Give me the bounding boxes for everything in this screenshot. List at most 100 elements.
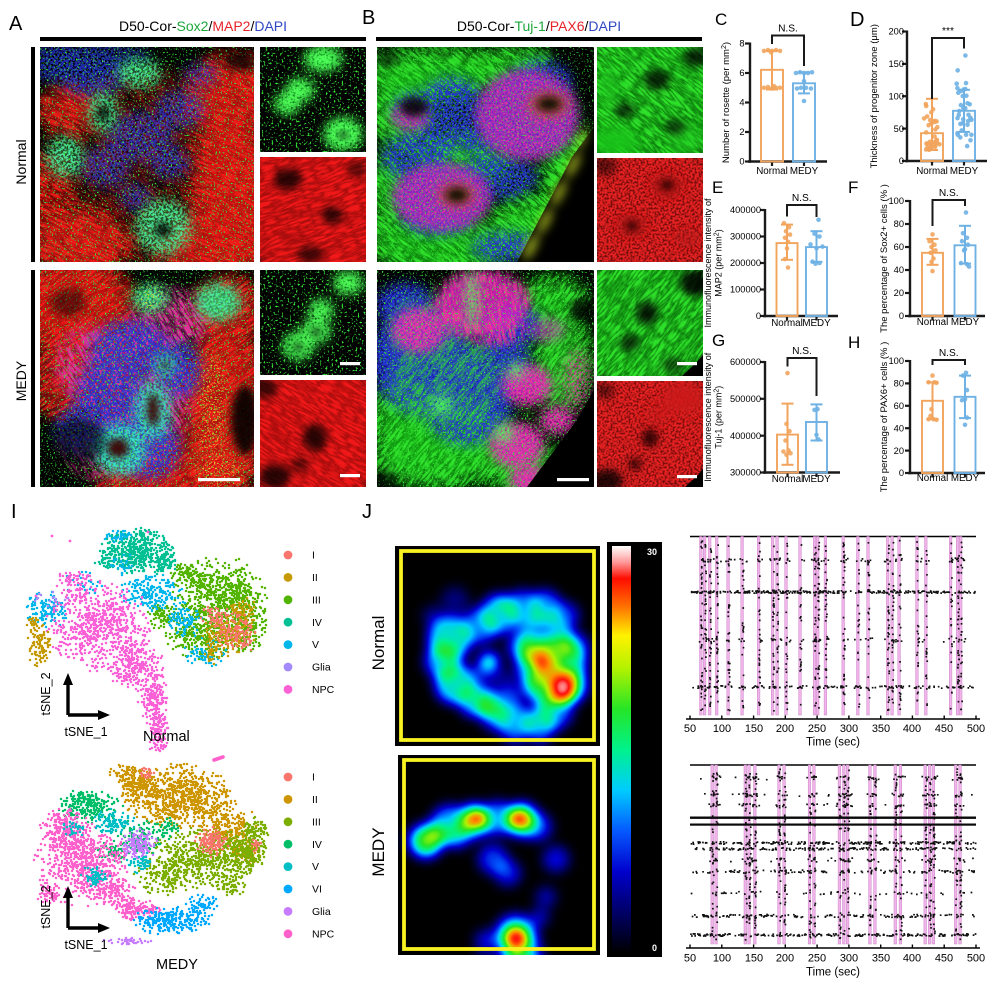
svg-text:MEDY: MEDY: [950, 166, 979, 177]
svg-text:MEDY: MEDY: [790, 166, 819, 177]
svg-text:0: 0: [899, 311, 904, 321]
svg-text:Thickness of progenitor zone (: Thickness of progenitor zone (μm): [869, 24, 880, 168]
svg-text:100000: 100000: [730, 285, 761, 295]
svg-text:100: 100: [713, 953, 731, 965]
svg-text:N.S.: N.S.: [778, 24, 798, 35]
svg-text:40: 40: [894, 423, 904, 433]
svg-text:N.S.: N.S.: [792, 193, 812, 204]
svg-text:Glia: Glia: [312, 662, 331, 674]
svg-text:40: 40: [894, 265, 904, 275]
svg-text:The percentage of PAX6+ cells: The percentage of PAX6+ cells (% ): [879, 342, 890, 493]
svg-text:50: 50: [894, 124, 904, 134]
svg-text:100: 100: [888, 92, 904, 102]
svg-text:250: 250: [808, 953, 826, 965]
svg-text:tSNE_2: tSNE_2: [39, 885, 53, 928]
svg-text:200: 200: [888, 27, 904, 37]
svg-text:V: V: [312, 861, 319, 873]
svg-text:N.S.: N.S.: [939, 348, 959, 359]
svg-text:IV: IV: [312, 839, 322, 851]
svg-text:MAP2 (per mm2): MAP2 (per mm2): [713, 229, 724, 296]
svg-text:6: 6: [739, 68, 744, 78]
svg-text:80: 80: [894, 219, 904, 229]
svg-text:II: II: [312, 572, 318, 584]
svg-text:tSNE_1: tSNE_1: [64, 725, 107, 739]
svg-text:200000: 200000: [730, 258, 761, 268]
svg-text:250: 250: [808, 723, 826, 735]
svg-text:0: 0: [739, 157, 744, 167]
svg-text:450: 450: [935, 953, 953, 965]
svg-text:0: 0: [652, 943, 657, 953]
svg-text:MEDY: MEDY: [951, 317, 980, 328]
svg-text:350: 350: [872, 953, 890, 965]
svg-text:VI: VI: [312, 884, 322, 896]
svg-text:0: 0: [756, 311, 761, 321]
svg-text:MEDY: MEDY: [156, 957, 198, 973]
svg-text:100: 100: [713, 723, 731, 735]
svg-text:400000: 400000: [730, 205, 761, 215]
svg-text:400: 400: [903, 723, 921, 735]
svg-text:N.S.: N.S.: [939, 188, 959, 199]
svg-text:NPC: NPC: [312, 684, 335, 696]
svg-text:2: 2: [739, 127, 744, 137]
svg-text:Normal: Normal: [143, 729, 190, 745]
svg-text:N.S.: N.S.: [792, 346, 812, 357]
svg-text:0: 0: [899, 468, 904, 478]
svg-text:300000: 300000: [730, 232, 761, 242]
svg-text:The percentage of Sox2+ cells: The percentage of Sox2+ cells (% ): [879, 184, 890, 333]
svg-text:MEDY: MEDY: [802, 474, 831, 485]
svg-text:50: 50: [684, 723, 696, 735]
svg-text:50: 50: [684, 953, 696, 965]
svg-text:150: 150: [745, 723, 763, 735]
svg-text:150: 150: [745, 953, 763, 965]
svg-text:500000: 500000: [730, 394, 761, 404]
svg-text:IV: IV: [312, 617, 322, 629]
svg-text:Time (sec): Time (sec): [806, 737, 860, 749]
svg-text:20: 20: [894, 288, 904, 298]
svg-text:Immunofluorescence intensity o: Immunofluorescence intensity of: [703, 352, 713, 482]
svg-text:Tuj-1 (per mm2): Tuj-1 (per mm2): [713, 386, 724, 449]
svg-text:150: 150: [888, 59, 904, 69]
svg-text:Normal: Normal: [772, 474, 804, 485]
svg-text:4: 4: [739, 98, 744, 108]
svg-text:80: 80: [894, 379, 904, 389]
svg-text:MEDY: MEDY: [951, 473, 980, 484]
svg-text:Normal: Normal: [756, 166, 788, 177]
svg-text:II: II: [312, 794, 318, 806]
svg-text:Normal: Normal: [917, 317, 949, 328]
svg-text:Normal: Normal: [771, 318, 803, 329]
svg-text:III: III: [312, 816, 321, 828]
svg-text:0: 0: [899, 156, 904, 166]
svg-text:60: 60: [894, 401, 904, 411]
svg-text:60: 60: [894, 242, 904, 252]
svg-text:600000: 600000: [730, 357, 761, 367]
svg-text:350: 350: [872, 723, 890, 735]
svg-text:100: 100: [888, 356, 904, 366]
svg-text:500: 500: [967, 953, 985, 965]
svg-text:NPC: NPC: [312, 928, 335, 940]
svg-text:500: 500: [967, 723, 985, 735]
svg-text:Number of rosette (per mm2): Number of rosette (per mm2): [721, 42, 733, 163]
svg-text:Glia: Glia: [312, 906, 331, 918]
svg-text:300000: 300000: [730, 468, 761, 478]
svg-text:Immunofluorescence intensity o: Immunofluorescence intensity of: [703, 198, 713, 328]
svg-text:tSNE_2: tSNE_2: [39, 672, 53, 715]
svg-text:450: 450: [935, 723, 953, 735]
svg-text:tSNE_1: tSNE_1: [64, 938, 107, 952]
svg-text:***: ***: [942, 26, 954, 37]
svg-text:Normal: Normal: [917, 473, 949, 484]
svg-text:400000: 400000: [730, 431, 761, 441]
svg-text:100: 100: [888, 196, 904, 206]
svg-text:300: 300: [840, 723, 858, 735]
svg-text:200: 200: [776, 723, 794, 735]
svg-text:III: III: [312, 594, 321, 606]
svg-text:I: I: [312, 772, 315, 784]
svg-text:Normal: Normal: [916, 166, 948, 177]
svg-text:V: V: [312, 639, 319, 651]
svg-text:8: 8: [739, 39, 744, 49]
svg-text:20: 20: [894, 446, 904, 456]
svg-text:400: 400: [903, 953, 921, 965]
svg-text:MEDY: MEDY: [802, 318, 831, 329]
svg-text:I: I: [312, 550, 315, 562]
svg-text:300: 300: [840, 953, 858, 965]
svg-text:Time (sec): Time (sec): [806, 967, 860, 979]
